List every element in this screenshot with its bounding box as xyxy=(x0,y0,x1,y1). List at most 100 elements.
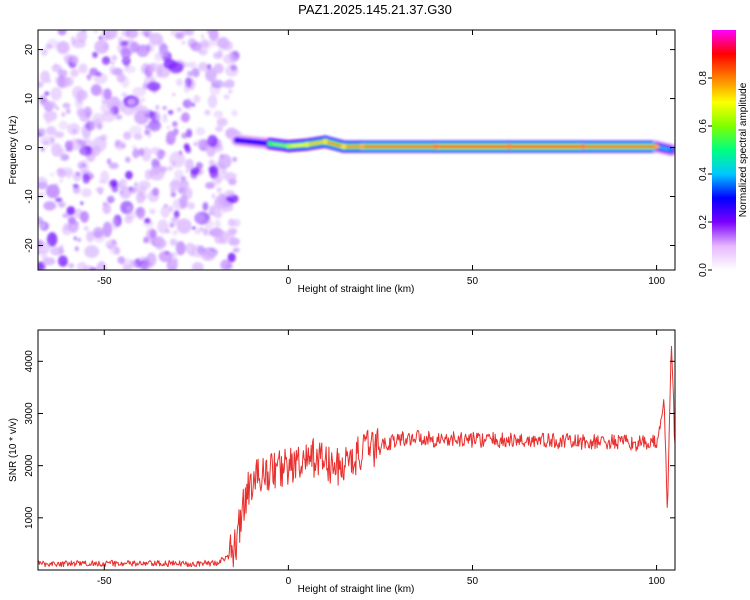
noise-blob xyxy=(195,139,205,148)
noise-blob xyxy=(127,206,131,210)
noise-blob xyxy=(66,60,70,64)
noise-blob xyxy=(210,79,224,89)
noise-blob xyxy=(44,100,57,110)
noise-blob xyxy=(169,238,178,246)
noise-blob xyxy=(216,187,222,193)
noise-blob xyxy=(207,134,218,148)
noise-blob xyxy=(185,168,189,174)
noise-blob xyxy=(227,252,236,263)
noise-blob xyxy=(98,179,105,184)
noise-blob xyxy=(38,242,51,254)
noise-blob xyxy=(50,136,55,144)
snr-x-ticks: -50 0 50 100 xyxy=(97,330,665,587)
noise-blob xyxy=(56,75,70,89)
snr-x-tick-label: 50 xyxy=(467,576,479,587)
noise-blob xyxy=(214,219,221,229)
ridge-segment xyxy=(287,143,309,148)
noise-blob xyxy=(179,195,189,209)
noise-blob xyxy=(191,226,196,230)
noise-blob xyxy=(141,193,148,200)
noise-blob xyxy=(45,120,51,125)
noise-blob xyxy=(184,242,196,254)
colorbar-label: Normalized spectral amplitude xyxy=(738,82,749,217)
noise-blob xyxy=(176,107,182,113)
noise-blob xyxy=(144,169,153,181)
noise-blob xyxy=(166,130,176,145)
noise-blob xyxy=(106,195,115,204)
noise-blob xyxy=(165,229,171,234)
noise-blob xyxy=(125,170,133,180)
noise-blob xyxy=(94,39,110,54)
noise-blob xyxy=(57,30,67,36)
noise-blob xyxy=(149,32,163,46)
noise-blob xyxy=(171,92,176,97)
noise-blob xyxy=(94,118,101,126)
noise-blob xyxy=(191,262,204,270)
noise-blob xyxy=(116,100,126,112)
noise-blob xyxy=(76,95,83,104)
noise-blob xyxy=(38,191,45,199)
noise-blob xyxy=(38,81,44,88)
noise-blob xyxy=(68,262,75,269)
noise-blob xyxy=(222,208,226,213)
noise-blob xyxy=(146,81,161,92)
noise-blob xyxy=(65,169,73,179)
noise-blob xyxy=(102,110,116,123)
noise-blob xyxy=(200,33,205,39)
noise-blob xyxy=(38,216,44,225)
noise-blob xyxy=(213,210,223,219)
noise-blob xyxy=(147,63,156,73)
noise-blob xyxy=(187,202,195,210)
noise-blob xyxy=(204,219,214,229)
noise-blob xyxy=(201,250,216,261)
noise-blob xyxy=(227,227,238,235)
noise-blob xyxy=(194,229,201,235)
noise-blob xyxy=(38,176,48,190)
noise-blob xyxy=(175,241,186,256)
spectrogram-y-ticks: 20 10 0 -10 -20 xyxy=(24,44,675,253)
noise-blob xyxy=(61,225,73,236)
noise-blob xyxy=(209,32,220,47)
noise-blob xyxy=(150,147,162,154)
noise-blob xyxy=(205,67,217,82)
colorbar: 0.0 0.2 0.4 0.6 0.8 Normalized spectral ampl… xyxy=(698,30,749,277)
snr-y-tick-label: 1000 xyxy=(24,506,35,529)
colorbar-tick-label: 0.4 xyxy=(698,167,709,181)
noise-blob xyxy=(227,218,235,227)
noise-blob xyxy=(38,261,43,270)
noise-blob xyxy=(181,41,186,45)
noise-blob xyxy=(144,217,151,224)
noise-blob xyxy=(109,245,119,255)
noise-blob xyxy=(169,151,186,168)
noise-blob xyxy=(125,30,139,39)
spectrogram-x-label: Height of straight line (km) xyxy=(298,284,415,295)
ridge-point xyxy=(322,139,328,145)
colorbar-tick-label: 0.2 xyxy=(698,215,709,229)
ridge-point xyxy=(341,144,347,150)
noise-blob xyxy=(121,92,128,98)
noise-blob xyxy=(176,218,192,234)
noise-blob xyxy=(138,215,144,220)
noise-blob xyxy=(57,201,66,208)
noise-blob xyxy=(208,159,216,166)
noise-blob xyxy=(66,206,76,216)
noise-blob xyxy=(76,172,80,177)
noise-blob xyxy=(147,132,152,139)
noise-blob xyxy=(223,94,230,100)
noise-blob xyxy=(185,146,192,154)
noise-blob xyxy=(125,210,137,220)
noise-blob xyxy=(183,83,190,94)
noise-blob xyxy=(46,126,57,136)
ridge-band xyxy=(230,134,675,156)
noise-blob xyxy=(148,119,162,132)
noise-blob xyxy=(120,47,132,60)
ridge-segment xyxy=(268,142,290,148)
noise-blob xyxy=(96,186,104,193)
spectrogram-y-tick-label: 20 xyxy=(24,44,35,56)
noise-blob xyxy=(232,218,241,227)
noise-blob xyxy=(146,252,157,267)
noise-blob xyxy=(125,156,131,163)
noise-blob xyxy=(156,68,163,78)
